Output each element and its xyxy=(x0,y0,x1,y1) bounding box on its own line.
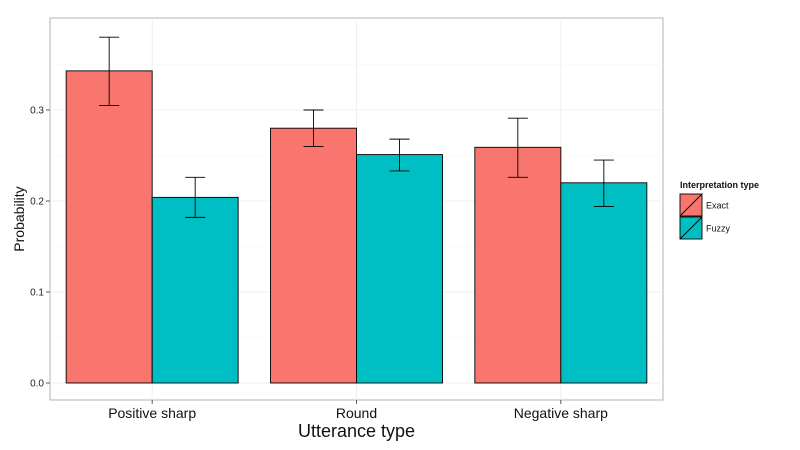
error-bar-exact-2 xyxy=(507,117,528,178)
legend-label: Exact xyxy=(706,201,729,211)
legend-label: Fuzzy xyxy=(706,224,731,234)
bars xyxy=(65,70,648,384)
bar-exact-2 xyxy=(474,146,562,384)
x-axis: Positive sharp Round Negative sharp xyxy=(108,400,608,421)
y-tick-label: 0.0 xyxy=(30,379,44,390)
y-tick-label: 0.3 xyxy=(30,106,44,117)
bar-fuzzy-1 xyxy=(356,154,443,384)
bar-fuzzy-2 xyxy=(560,182,648,384)
x-tick-label: Round xyxy=(336,405,377,421)
bar-exact-1 xyxy=(270,127,357,384)
error-bar-exact-0 xyxy=(99,36,120,106)
legend-title: Interpretation type xyxy=(680,180,759,190)
error-bar-fuzzy-2 xyxy=(593,159,614,207)
error-bar-fuzzy-1 xyxy=(389,138,410,172)
y-axis-title: Probability xyxy=(11,186,27,251)
error-bars xyxy=(99,36,614,218)
bar-fuzzy-0 xyxy=(151,196,239,384)
y-tick-label: 0.2 xyxy=(30,197,44,208)
bar-exact-0 xyxy=(65,70,153,384)
legend-item-exact: Exact xyxy=(679,193,729,217)
x-tick-label: Negative sharp xyxy=(514,405,608,421)
legend: Interpretation type Exact Fuzzy xyxy=(679,180,759,240)
y-axis: 0.0 0.1 0.2 0.3 xyxy=(30,106,50,390)
x-axis-title: Utterance type xyxy=(298,421,415,441)
legend-item-fuzzy: Fuzzy xyxy=(679,216,731,240)
error-bar-exact-1 xyxy=(303,109,324,147)
y-tick-label: 0.1 xyxy=(30,288,44,299)
x-tick-label: Positive sharp xyxy=(108,405,196,421)
error-bar-fuzzy-0 xyxy=(185,176,206,218)
